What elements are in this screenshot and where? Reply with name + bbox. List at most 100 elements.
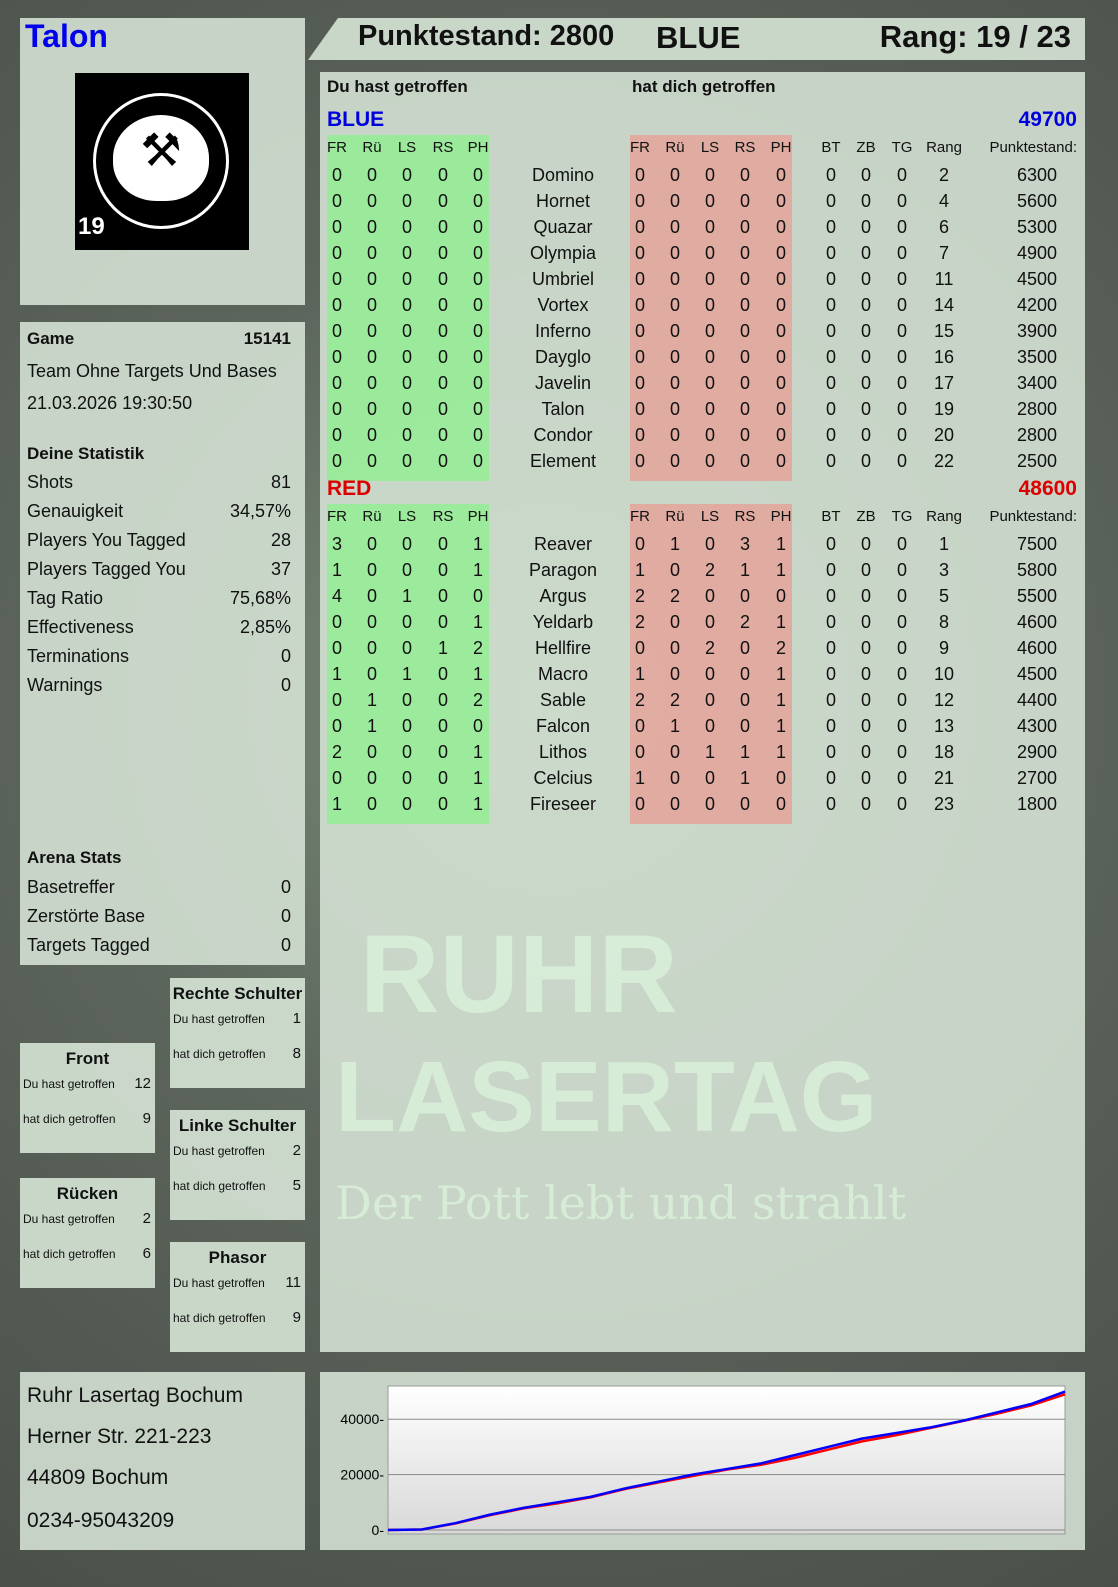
extra-cell: 0 [860,794,871,814]
column-header: PH [770,508,792,525]
you-hit-cell: 0 [437,451,448,471]
hit-you-cell: 0 [739,191,750,211]
hit-you-cell: 1 [669,534,680,554]
player-rank: 11 [934,269,954,289]
player-rank: 16 [933,347,955,367]
arena-label: Targets Tagged [27,935,150,955]
player-panel: Talon ⚒ 19 [20,18,305,305]
hit-you-cell: 0 [704,243,715,263]
zone-you-hit-label: Du hast getroffen [23,1077,115,1091]
you-hit-cell: 0 [366,191,377,211]
you-hit-cell: 0 [331,425,342,445]
hit-you-cell: 0 [775,243,786,263]
hit-you-cell: 0 [739,638,750,658]
player-rank: 9 [938,638,949,658]
hit-you-cell: 0 [739,269,750,289]
hit-you-cell: 1 [634,768,645,788]
player-name: Condor [533,425,593,445]
hit-you-cell: 0 [704,373,715,393]
you-hit-cell: 0 [437,191,448,211]
you-hit-cell: 0 [331,243,342,263]
you-hit-cell: 2 [331,742,342,762]
you-hit-cell: 0 [437,399,448,419]
hit-you-cell: 0 [739,794,750,814]
hit-you-cell: 0 [669,347,680,367]
you-hit-cell: 0 [437,768,448,788]
hit-you-cell: 0 [634,347,645,367]
you-hit-cell: 0 [437,295,448,315]
you-hit-cell: 2 [472,638,483,658]
you-hit-cell: 0 [437,690,448,710]
you-hit-cell: 0 [366,612,377,632]
stat-row: Effectiveness 2,85% [27,617,291,638]
hit-you-cell: 0 [739,217,750,237]
hit-you-cell: 0 [775,768,786,788]
extra-cell: 0 [896,191,907,211]
you-hit-cell: 0 [401,347,412,367]
extra-cell: 0 [825,794,836,814]
you-hit-cell: 1 [472,560,483,580]
hammer-icon: ⚒ [140,124,182,176]
hit-you-cell: 0 [669,243,680,263]
hit-you-cell: 0 [634,295,645,315]
extra-cell: 0 [825,560,836,580]
extra-cell: 0 [860,664,871,684]
hit-you-cell: 0 [704,217,715,237]
player-name: Inferno [534,321,592,341]
hit-you-cell: 0 [775,347,786,367]
player-score: 2800 [1016,399,1058,419]
hit-you-cell: 0 [704,534,715,554]
player-score: 5600 [1016,191,1058,211]
you-hit-cell: 0 [472,243,483,263]
you-hit-cell: 3 [331,534,342,554]
hit-you-cell: 0 [704,269,715,289]
stat-row: Genauigkeit 34,57% [27,501,291,522]
hit-you-cell: 2 [775,638,786,658]
you-hit-cell: 0 [401,269,412,289]
extra-cell: 0 [825,295,836,315]
you-hit-cell: 0 [401,399,412,419]
hit-you-cell: 0 [669,638,680,658]
hit-you-cell: 0 [634,217,645,237]
column-header: Punktestand: [989,508,1077,525]
you-hit-cell: 0 [437,534,448,554]
hit-you-block [630,504,792,824]
game-datetime: 21.03.2026 19:30:50 [27,393,193,413]
arena-label: Zerstörte Base [27,906,146,926]
zone-hit-you-value: 5 [292,1177,301,1194]
hit-you-cell: 0 [739,243,750,263]
player-rank: 8 [938,612,949,632]
y-tick-label: 20000- [340,1467,384,1483]
you-hit-cell: 0 [366,560,377,580]
extra-cell: 0 [825,373,836,393]
you-hit-cell: 0 [437,560,448,580]
column-header: PH [467,508,489,525]
extra-cell: 0 [896,690,907,710]
extra-cell: 0 [860,742,871,762]
you-hit-cell: 0 [472,295,483,315]
stat-value: 0 [280,675,291,695]
hit-you-cell: 0 [634,191,645,211]
extra-cell: 0 [825,638,836,658]
stat-label: Effectiveness [27,617,134,637]
you-hit-cell: 0 [401,373,412,393]
hit-you-cell: 0 [669,768,680,788]
stats-title: Deine Statistik [27,444,145,463]
hit-you-cell: 0 [704,794,715,814]
hit-you-cell: 1 [775,716,786,736]
you-hit-cell: 0 [401,794,412,814]
hit-you-cell: 0 [634,451,645,471]
extra-cell: 0 [860,451,871,471]
hit-you-cell: 0 [669,217,680,237]
you-hit-cell: 1 [331,560,342,580]
zone-you-hit-value: 1 [292,1010,301,1027]
you-hit-cell: 0 [401,742,412,762]
you-hit-cell: 0 [331,638,342,658]
hit-zone-3: Rücken Du hast getroffen 2 hat dich getroff… [20,1178,155,1288]
you-hit-cell: 0 [366,321,377,341]
hit-you-cell: 1 [775,742,786,762]
hit-you-cell: 2 [669,690,680,710]
arena-label: Basetreffer [27,877,115,897]
you-hit-block [327,504,489,824]
column-header: TG [891,508,913,525]
